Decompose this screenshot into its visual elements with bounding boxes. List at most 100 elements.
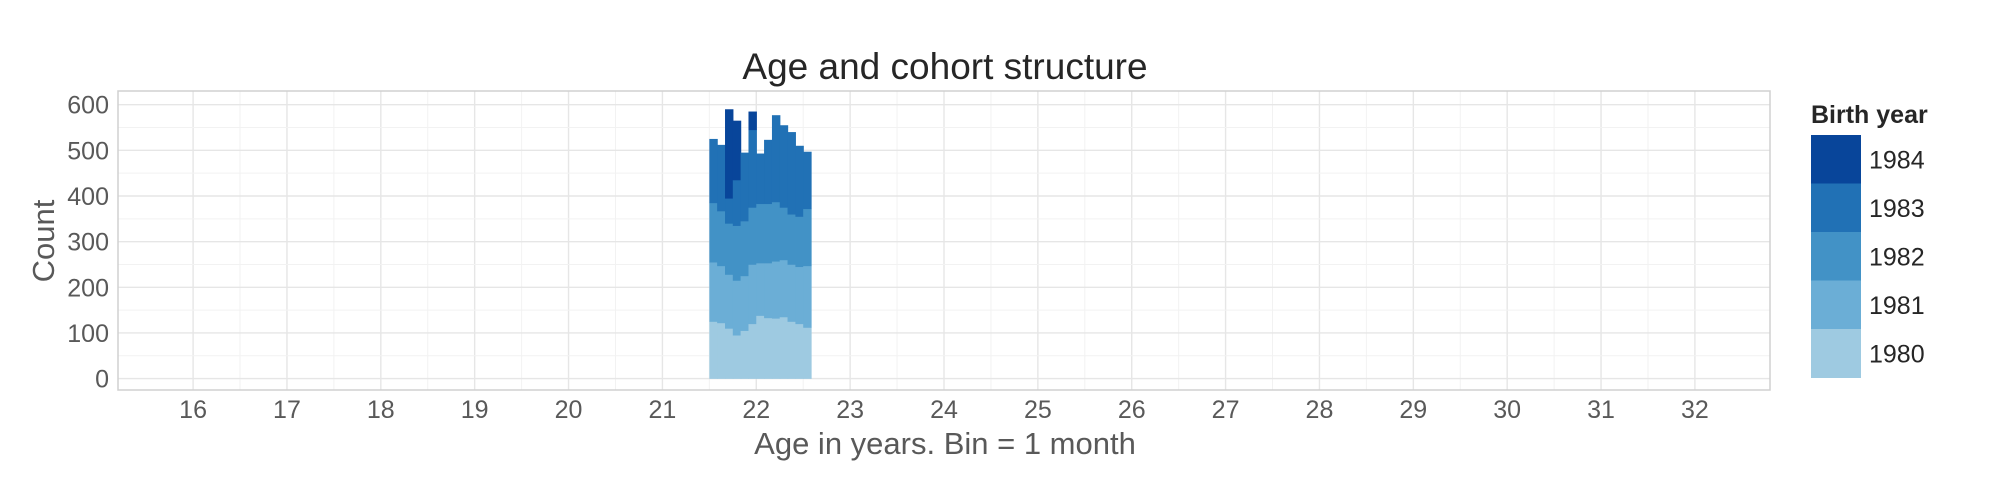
x-tick-label: 31 [1587, 396, 1615, 424]
legend: Birth year 1984 1983 1982 1981 1980 [1811, 101, 1928, 378]
gridlines [118, 91, 1770, 390]
bars [709, 109, 812, 379]
legend-label-1982: 1982 [1869, 243, 1925, 271]
x-tick-label: 29 [1399, 396, 1427, 424]
x-tick-label: 28 [1306, 396, 1334, 424]
bar-segment-1981 [725, 274, 734, 329]
bar-segment-1982 [717, 211, 726, 267]
bar-segment-1981 [748, 264, 757, 325]
bar-segment-1981 [787, 264, 796, 322]
bar-segment-1983 [748, 129, 757, 208]
bar-segment-1981 [795, 266, 804, 325]
y-tick-label: 300 [67, 229, 109, 257]
x-tick-label: 27 [1212, 396, 1240, 424]
legend-label-1981: 1981 [1869, 292, 1925, 320]
x-tick-label: 17 [273, 396, 301, 424]
y-tick-label: 600 [67, 92, 109, 120]
bar-segment-1980 [764, 317, 773, 379]
bar-segment-1980 [803, 327, 812, 379]
x-tick-label: 19 [461, 396, 489, 424]
bar-segment-1982 [771, 201, 781, 262]
bar-segment-1980 [748, 323, 757, 379]
bar-segment-1983 [732, 180, 742, 226]
x-tick-label: 23 [836, 396, 864, 424]
legend-key-1983 [1811, 183, 1861, 233]
bar-segment-1983 [717, 144, 726, 212]
bar-segment-1982 [732, 225, 742, 281]
bar-segment-1983 [756, 153, 765, 205]
bar-segment-1982 [725, 223, 734, 275]
bar-segment-1982 [795, 216, 804, 268]
bar-segment-1981 [717, 265, 726, 324]
bar-segment-1982 [779, 207, 789, 261]
bar-segment-1980 [795, 323, 804, 379]
bar-segment-1983 [779, 125, 789, 208]
bar-segment-1980 [779, 316, 789, 379]
bar-segment-1983 [725, 198, 734, 224]
bar-segment-1983 [787, 132, 796, 215]
y-tick-label: 500 [67, 137, 109, 165]
bar-segment-1982 [709, 202, 718, 263]
y-axis-title: Count [26, 199, 61, 282]
y-tick-label: 0 [95, 366, 109, 394]
legend-title: Birth year [1811, 101, 1928, 129]
bar-segment-1983 [795, 145, 804, 217]
bar-segment-1980 [732, 335, 742, 379]
x-tick-label: 18 [367, 396, 395, 424]
bar-segment-1980 [756, 315, 765, 379]
bar-segment-1981 [764, 263, 773, 319]
bar-segment-1982 [748, 207, 757, 265]
bar-segment-1981 [779, 259, 789, 318]
bar-segment-1981 [740, 275, 750, 331]
panel-border [117, 90, 1771, 391]
legend-key-1984 [1811, 135, 1861, 184]
legend-key-1981 [1811, 280, 1861, 330]
x-tick-label: 24 [930, 396, 958, 424]
x-tick-label: 30 [1493, 396, 1521, 424]
bar-segment-1983 [740, 152, 750, 222]
bar-segment-1984 [725, 109, 734, 199]
bar-segment-1982 [787, 214, 796, 265]
x-axis-title: Age in years. Bin = 1 month [754, 426, 1136, 461]
y-axis-tick-labels: 0 100 200 300 400 500 600 [67, 92, 109, 394]
legend-items: 1984 1983 1982 1981 1980 [1811, 135, 1925, 378]
y-tick-label: 400 [67, 183, 109, 211]
legend-key-1980 [1811, 329, 1861, 378]
bar-segment-1980 [740, 330, 750, 379]
bar-segment-1984 [732, 120, 742, 181]
bar-segment-1982 [764, 203, 773, 264]
bar-segment-1981 [756, 263, 765, 316]
bar-segment-1983 [764, 139, 773, 205]
chart-title: Age and cohort structure [742, 46, 1147, 87]
y-tick-label: 100 [67, 320, 109, 348]
legend-label-1984: 1984 [1869, 146, 1925, 174]
x-tick-label: 16 [179, 396, 207, 424]
bar-segment-1980 [787, 321, 796, 379]
x-axis-tick-labels: 16 17 18 19 20 21 22 23 24 25 26 27 28 29 30 31 32 [179, 396, 1709, 424]
bar-segment-1983 [709, 138, 718, 204]
x-tick-label: 26 [1118, 396, 1146, 424]
bar-segment-1980 [725, 328, 734, 379]
bar-segment-1982 [756, 203, 765, 264]
legend-key-1982 [1811, 232, 1861, 281]
bar-segment-1980 [771, 318, 781, 379]
bar-segment-1982 [740, 221, 750, 277]
x-tick-label: 22 [742, 396, 770, 424]
bar-segment-1981 [803, 265, 812, 328]
x-tick-label: 21 [649, 396, 677, 424]
bar-segment-1981 [709, 262, 718, 322]
bar-segment-1982 [803, 208, 812, 267]
bar-segment-1981 [732, 280, 742, 336]
legend-label-1980: 1980 [1869, 340, 1925, 368]
bar-segment-1980 [709, 321, 718, 379]
y-tick-label: 200 [67, 274, 109, 302]
x-tick-label: 32 [1681, 396, 1709, 424]
panel-frame [117, 90, 1771, 391]
bar-segment-1983 [771, 115, 781, 203]
bar-segment-1980 [717, 322, 726, 379]
legend-label-1983: 1983 [1869, 195, 1925, 223]
x-tick-label: 20 [555, 396, 583, 424]
bar-segment-1981 [771, 261, 781, 319]
x-tick-label: 25 [1024, 396, 1052, 424]
